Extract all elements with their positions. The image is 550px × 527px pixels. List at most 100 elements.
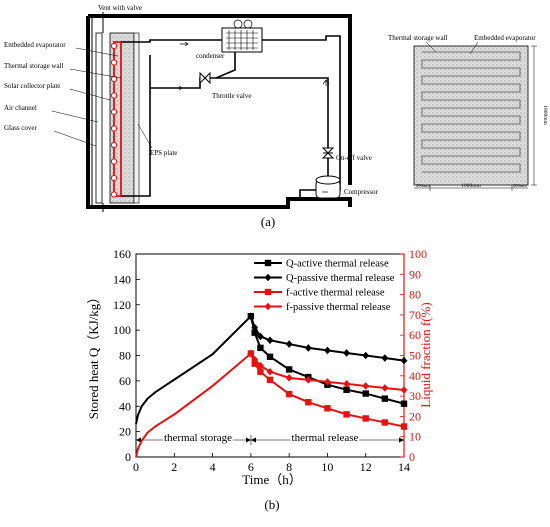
data-point-f-active-thermal-release bbox=[362, 415, 369, 422]
legend: Q-active thermal release Q-passive therma… bbox=[254, 259, 395, 313]
label-vent: Vent with valve bbox=[98, 4, 142, 12]
data-point-q-passive-thermal-release bbox=[304, 344, 312, 352]
x-tick-label: 6 bbox=[248, 460, 254, 474]
evaporator-tube bbox=[110, 42, 118, 50]
evaporator-tube bbox=[110, 174, 118, 182]
legend-marker bbox=[264, 273, 272, 282]
dim-mid: 1000mm bbox=[461, 183, 481, 189]
data-point-f-passive-thermal-release bbox=[381, 384, 389, 392]
y2-tick-label: 20 bbox=[409, 409, 421, 423]
data-point-f-active-thermal-release bbox=[305, 398, 312, 406]
x-tick-label: 10 bbox=[321, 460, 333, 474]
legend-label: Q-passive thermal release bbox=[286, 273, 395, 284]
x-axis-title: Time（h） bbox=[242, 472, 301, 487]
x-tick-label: 14 bbox=[398, 460, 410, 474]
data-point-f-passive-thermal-release bbox=[247, 349, 255, 358]
evaporator-tube bbox=[110, 141, 118, 149]
y2-tick-label: 60 bbox=[409, 328, 421, 342]
annotation-storage: thermal storage bbox=[164, 432, 232, 444]
data-point-q-passive-thermal-release bbox=[343, 349, 350, 357]
evaporator-tube bbox=[110, 59, 118, 66]
data-point-q-passive-thermal-release bbox=[251, 323, 259, 332]
y2-tick-label: 0 bbox=[409, 450, 415, 464]
y2-tick-label: 90 bbox=[409, 267, 421, 281]
x-tick-label: 0 bbox=[133, 460, 139, 474]
on-off-valve bbox=[321, 147, 335, 159]
data-point-f-passive-thermal-release bbox=[266, 367, 274, 376]
evaporator-tube bbox=[110, 108, 118, 116]
data-point-f-active-thermal-release bbox=[257, 368, 264, 375]
data-point-q-active-thermal-release bbox=[400, 400, 408, 407]
heat-storage-chart: 0 2 4 6 8 10 12 14 0 20 40 60 80 100 120 140 160 0 10 20 3… bbox=[86, 247, 433, 487]
data-point-q-passive-thermal-release bbox=[362, 351, 370, 360]
y-axis-right: 0 10 20 30 40 50 60 70 80 90 100 bbox=[400, 247, 427, 464]
condenser bbox=[221, 19, 263, 53]
glass-cover bbox=[95, 32, 103, 204]
dim-right: 200mm bbox=[513, 183, 527, 188]
label-onoff: On-off valve bbox=[336, 154, 372, 162]
evaporator-tube bbox=[110, 92, 118, 99]
series-line-f-active-thermal-release bbox=[249, 353, 405, 428]
data-point-q-passive-thermal-release bbox=[381, 354, 389, 362]
data-point-f-passive-thermal-release bbox=[324, 378, 331, 386]
compressor bbox=[315, 175, 341, 199]
legend-marker bbox=[264, 288, 272, 296]
evaporator-tube bbox=[110, 75, 118, 83]
system-schematic: Vent with valve Embedded evaporator Ther… bbox=[4, 4, 379, 212]
series-line-q-active-thermal-release bbox=[249, 315, 405, 405]
building-wall bbox=[86, 16, 352, 209]
y2-tick-label: 40 bbox=[409, 369, 421, 383]
data-point-f-active-thermal-release bbox=[381, 419, 389, 426]
data-point-f-active-thermal-release bbox=[324, 405, 331, 412]
data-point-f-active-thermal-release bbox=[251, 360, 258, 367]
y2-tick-label: 100 bbox=[409, 247, 427, 261]
data-point-q-passive-thermal-release bbox=[266, 336, 274, 345]
y-tick-label: 0 bbox=[125, 450, 131, 464]
annotation-release: thermal release bbox=[292, 432, 359, 444]
data-point-f-passive-thermal-release bbox=[285, 374, 293, 382]
label-air-channel: Air channel bbox=[4, 104, 37, 112]
label-throttle: Throttle valve bbox=[212, 92, 251, 100]
data-point-f-passive-thermal-release bbox=[343, 380, 350, 388]
evaporator-tube bbox=[110, 191, 118, 198]
data-point-q-passive-thermal-release bbox=[247, 312, 255, 320]
data-point-f-active-thermal-release bbox=[266, 376, 274, 384]
y2-tick-label: 10 bbox=[409, 430, 421, 444]
data-point-f-passive-thermal-release bbox=[362, 382, 370, 390]
y2-tick-label: 80 bbox=[409, 288, 421, 302]
data-point-q-active-thermal-release bbox=[257, 344, 264, 352]
legend-marker bbox=[264, 302, 272, 311]
y-tick-label: 80 bbox=[119, 349, 131, 363]
data-point-q-active-thermal-release bbox=[285, 366, 293, 373]
x-tick-label: 12 bbox=[360, 460, 372, 474]
dim-height: 1800mm bbox=[542, 105, 548, 125]
throttle-valve bbox=[199, 71, 211, 85]
building-roof bbox=[88, 14, 352, 185]
y-tick-label: 60 bbox=[119, 374, 131, 388]
data-point-f-passive-thermal-release bbox=[257, 361, 264, 370]
y2-tick-label: 70 bbox=[409, 308, 421, 322]
dim-left: 200mm bbox=[416, 183, 430, 188]
y2-tick-label: 30 bbox=[409, 389, 421, 403]
data-point-q-active-thermal-release bbox=[343, 386, 350, 393]
y-axis-title: Stored heat Q（KJ/kg） bbox=[86, 291, 101, 420]
data-point-q-active-thermal-release bbox=[362, 390, 369, 397]
y-axis-left: 0 20 40 60 80 100 120 140 160 bbox=[113, 247, 140, 464]
caption-a: (a) bbox=[261, 214, 275, 229]
data-point-q-passive-thermal-release bbox=[285, 340, 293, 348]
phase-annotations: thermal storage thermal release bbox=[136, 431, 404, 446]
label-eps: EPS plate bbox=[150, 149, 177, 157]
data-point-f-passive-thermal-release bbox=[400, 386, 408, 394]
x-tick-label: 4 bbox=[210, 460, 216, 474]
data-point-q-passive-thermal-release bbox=[400, 356, 408, 365]
storage-wall-detail: 1800mm 200mm 1000mm 200mm Thermal storag… bbox=[388, 34, 548, 191]
label-storage-wall: Thermal storage wall bbox=[4, 62, 64, 70]
data-point-q-active-thermal-release bbox=[381, 395, 389, 402]
data-point-q-passive-thermal-release bbox=[324, 346, 331, 355]
data-point-f-passive-thermal-release bbox=[304, 376, 312, 384]
refrigerant-pipe bbox=[121, 39, 222, 43]
detail-wall-label: Thermal storage wall bbox=[388, 34, 448, 42]
q-storage-line bbox=[135, 315, 252, 425]
y-tick-label: 40 bbox=[119, 399, 131, 413]
